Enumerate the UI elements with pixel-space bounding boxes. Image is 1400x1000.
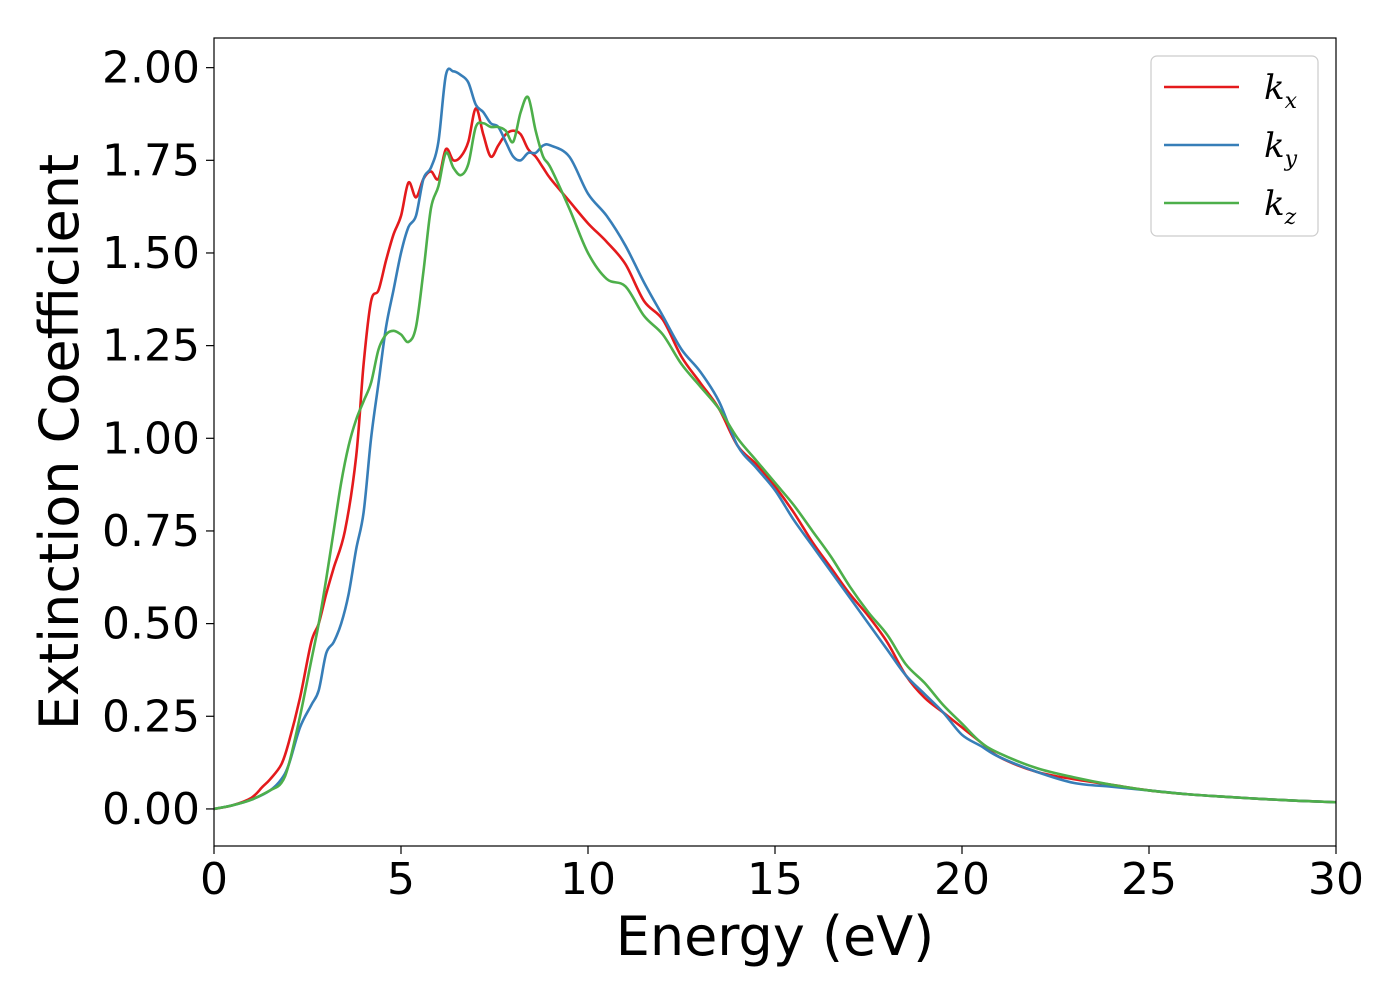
y-tick-label: 1.75 [102, 135, 200, 186]
y-tick-label: 0.25 [102, 691, 200, 742]
x-tick-label: 0 [200, 854, 228, 905]
x-tick-label: 20 [934, 854, 990, 905]
legend-label-z: kz [1264, 184, 1297, 230]
y-tick-label: 1.50 [102, 228, 200, 279]
x-axis-ticks: 0 5 10 15 20 25 30 [200, 846, 1364, 905]
x-tick-label: 5 [387, 854, 415, 905]
x-axis-label: Energy (eV) [616, 905, 935, 968]
x-tick-label: 25 [1121, 854, 1177, 905]
y-tick-label: 0.75 [102, 506, 200, 557]
x-tick-label: 30 [1308, 854, 1364, 905]
y-tick-label: 1.25 [102, 321, 200, 372]
y-tick-label: 0.00 [102, 784, 200, 835]
series-layer [214, 67, 1336, 811]
x-tick-label: 15 [747, 854, 803, 905]
y-tick-label: 0.50 [102, 599, 200, 650]
y-tick-label: 2.00 [102, 43, 200, 94]
legend-label-y: ky [1264, 126, 1298, 172]
series-line-z [214, 95, 1336, 811]
y-tick-label: 1.00 [102, 413, 200, 464]
legend-label-x: kx [1264, 68, 1298, 114]
x-tick-label: 10 [560, 854, 616, 905]
series-line-y [214, 67, 1336, 811]
legend: kx ky kz [1150, 55, 1319, 237]
y-axis-label: Extinction Coefficient [28, 154, 91, 730]
y-axis-ticks: 0.00 0.25 0.50 0.75 1.00 1.25 1.50 1.75 2.00 [102, 43, 214, 835]
